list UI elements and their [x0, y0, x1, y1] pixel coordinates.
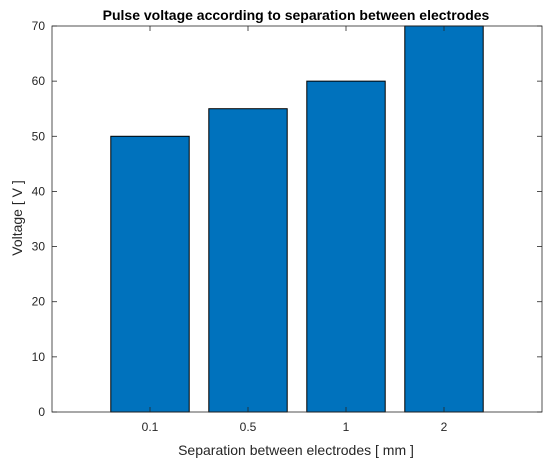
y-tick-label: 50 — [32, 129, 46, 143]
bar — [110, 135, 190, 413]
axes-box — [51, 25, 543, 413]
chart-title: Pulse voltage according to separation be… — [103, 7, 490, 23]
y-tick-label: 60 — [32, 74, 46, 88]
plot-area: 0 10 20 30 40 50 60 70 0.1 0.5 1 2 — [32, 19, 543, 434]
bar — [306, 80, 386, 413]
y-tick-label: 0 — [38, 405, 45, 419]
y-tick-label: 20 — [32, 295, 46, 309]
x-tick-label: 0.1 — [142, 420, 159, 434]
y-tick-label: 40 — [32, 184, 46, 198]
x-axis-label: Separation between electrodes [ mm ] — [178, 442, 414, 458]
y-axis-label: Voltage [ V ] — [9, 180, 25, 256]
bar — [404, 25, 484, 413]
y-tick-label: 10 — [32, 350, 46, 364]
bar — [208, 108, 288, 413]
y-tick-label: 70 — [32, 19, 46, 33]
x-tick-label: 1 — [343, 420, 350, 434]
x-tick-label: 0.5 — [240, 420, 257, 434]
y-tick-label: 30 — [32, 240, 46, 254]
x-tick-label: 2 — [441, 420, 448, 434]
